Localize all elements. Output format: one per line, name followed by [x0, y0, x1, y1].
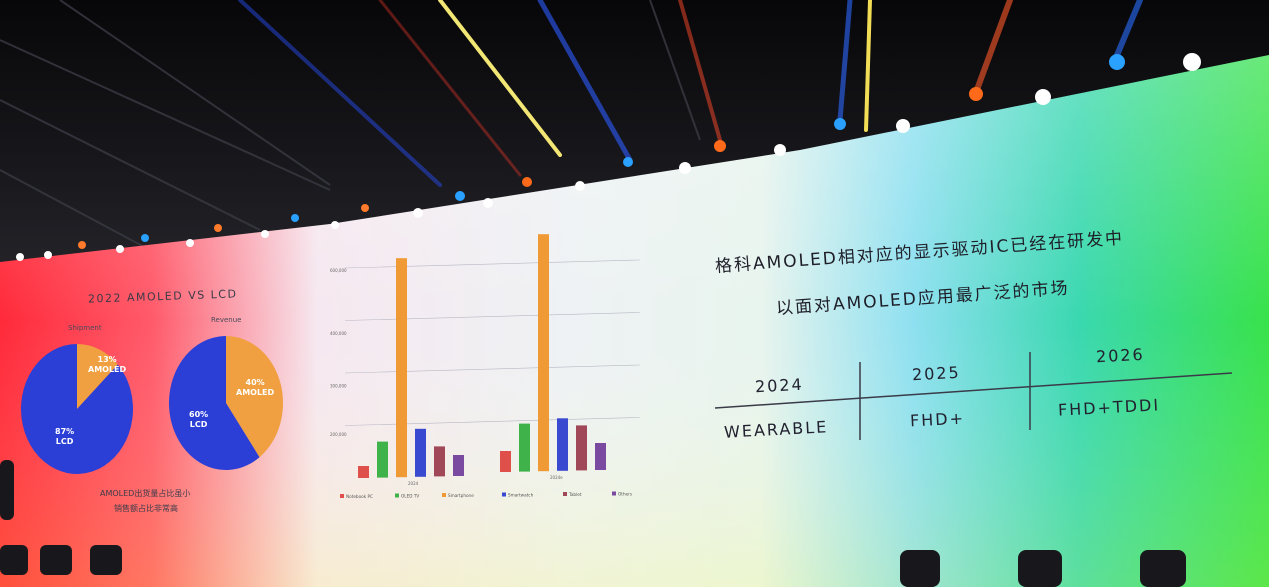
bar-others-2024 — [453, 455, 464, 476]
y-tick-label: 200,000 — [330, 432, 347, 437]
note-line-2: 销售额占比非常高 — [114, 504, 178, 513]
revenue-lcd-label: 60% LCD — [189, 410, 209, 429]
year-2026: 2026 — [1095, 344, 1146, 367]
shipment-amoled-label: 13% AMOLED — [88, 355, 127, 374]
bar-smartwatch-2024e — [557, 418, 568, 471]
legend-label: Tablet — [568, 492, 582, 497]
bar-tablet-2024e — [576, 425, 587, 471]
revenue-pie-chart — [169, 336, 283, 470]
product-fhd-plus: FHD+ — [909, 408, 966, 431]
note-line-1: AMOLED出货量占比虽小 — [100, 489, 191, 498]
legend-label: Smartphone — [448, 493, 474, 498]
grid-line — [344, 417, 641, 426]
light-beams — [238, 0, 1143, 187]
legend-swatch — [340, 494, 344, 498]
bar-smartwatch-2024 — [415, 428, 426, 477]
legend-label: Others — [618, 492, 632, 497]
shipment-pie-chart — [21, 344, 134, 474]
y-tick-label: 400,000 — [330, 331, 347, 336]
bar-smartphone-2024e — [538, 234, 549, 472]
year-2025: 2025 — [911, 362, 962, 385]
legend-label: Notebook PC — [346, 494, 373, 499]
bar-oled-tv-2024e — [519, 423, 530, 472]
grid-line — [344, 364, 641, 374]
pie-slice-lcd — [169, 336, 260, 470]
bar-notebook-pc-2024 — [358, 466, 369, 478]
legend-swatch — [563, 492, 567, 496]
grid-line — [344, 312, 641, 321]
revenue-label: Revenue — [211, 316, 242, 324]
bar-oled-tv-2024 — [377, 441, 388, 478]
legend-label: Smartwatch — [508, 493, 534, 498]
bar-others-2024e — [595, 443, 606, 470]
floor-lights — [0, 460, 1186, 587]
legend-swatch — [502, 492, 506, 497]
roadmap-table-lines — [714, 352, 1233, 440]
y-tick-label: 300,000 — [330, 384, 347, 389]
x-tick-label: 2024e — [550, 475, 563, 480]
legend-label: OLED TV — [401, 494, 419, 499]
stage-lights — [16, 53, 1201, 261]
bar-tablet-2024 — [434, 446, 445, 477]
pie-slice-lcd — [21, 344, 134, 474]
y-tick-label: 600,000 — [330, 268, 347, 273]
shipment-label: Shipment — [68, 324, 102, 332]
grid-line — [344, 259, 641, 269]
market-bar-chart: 600,000 400,000 300,000 200,000 2024 2024e Not… — [330, 234, 641, 499]
legend-swatch — [442, 493, 446, 497]
led-screen-glow — [0, 55, 1269, 587]
x-tick-label: 2024 — [408, 481, 419, 486]
pie-slice-amoled — [77, 344, 118, 409]
year-2024: 2024 — [754, 374, 805, 397]
bar-notebook-pc-2024e — [500, 451, 511, 472]
revenue-amoled-label: 40% AMOLED — [236, 378, 275, 397]
shipment-lcd-label: 87% LCD — [55, 427, 75, 446]
legend-swatch — [395, 493, 399, 498]
legend-swatch — [612, 491, 616, 496]
pie-slice-amoled — [226, 336, 283, 458]
ceiling-truss — [0, 0, 701, 251]
bar-smartphone-2024 — [396, 258, 407, 478]
